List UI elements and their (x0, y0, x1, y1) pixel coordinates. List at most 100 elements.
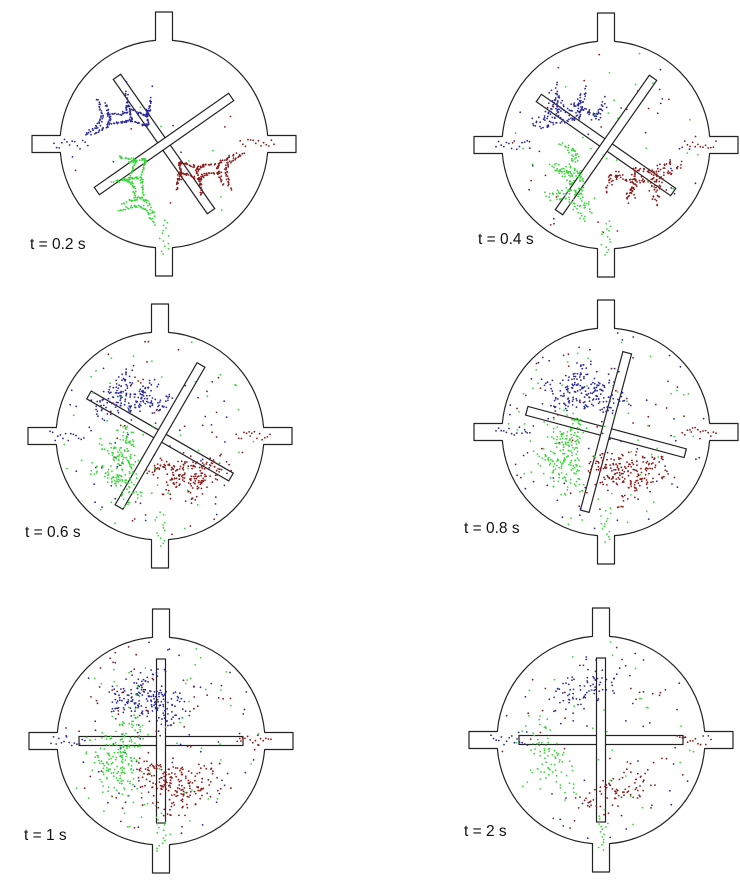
rotor (93, 73, 235, 215)
tracer-dot (650, 807, 652, 809)
tracer-dot (523, 141, 526, 143)
tracer-dot (127, 176, 130, 179)
tracer-dot (116, 113, 118, 116)
tracer-dot (626, 761, 629, 763)
tracer-dot (585, 658, 588, 661)
tracer-dot (634, 489, 636, 492)
tracer-dot (148, 720, 151, 723)
tracer-dot (601, 843, 603, 846)
tracer-dot (195, 169, 197, 172)
tracer-dot (593, 115, 596, 118)
tracer-dot (168, 464, 171, 467)
tracer-dot (120, 746, 123, 749)
tracer-dot (153, 454, 156, 456)
tracer-dot (688, 148, 691, 151)
tracer-dot (540, 378, 543, 381)
tracer-dot (610, 367, 613, 370)
tracer-dot (186, 803, 188, 806)
tracer-dot (585, 85, 587, 88)
tracer-dot (592, 114, 595, 116)
tracer-dot (86, 144, 89, 147)
tracer-dot (541, 356, 544, 359)
tracer-dot (571, 400, 574, 403)
tracer-dot (168, 784, 171, 787)
tracer-dot (181, 773, 184, 776)
tracer-dot (178, 814, 180, 817)
tracer-dot (109, 735, 112, 737)
tracer-dot (575, 397, 578, 400)
tracer-dot (107, 786, 110, 789)
tracer-dot (586, 804, 589, 807)
tracer-dot (611, 470, 613, 472)
tracer-dot (580, 175, 582, 178)
tracer-dot (629, 793, 632, 796)
tracer-dot (147, 211, 149, 214)
tracer-dot (573, 448, 576, 451)
tracer-dot (573, 103, 575, 106)
tracer-dot (144, 402, 147, 405)
tracer-dot (252, 139, 255, 142)
tracer-dot (597, 462, 600, 464)
tracer-dot (627, 486, 630, 489)
tracer-dot (110, 757, 112, 760)
tracer-dot (97, 770, 100, 773)
tracer-dot (573, 378, 576, 380)
tracer-dot (558, 466, 561, 469)
tracer-dot (121, 469, 124, 471)
tracer-dot (656, 203, 659, 206)
tracer-dot (122, 462, 124, 465)
tracer-dot (572, 373, 575, 375)
tracer-dot (544, 757, 546, 760)
tracer-dot (579, 177, 582, 179)
tracer-dot (523, 428, 526, 431)
tracer-dot (616, 332, 619, 334)
tracer-dot (655, 173, 658, 175)
tracer-dot (118, 699, 121, 702)
tracer-dot (210, 462, 213, 464)
tracer-dot (544, 687, 547, 690)
tracer-dot (199, 767, 202, 770)
tracer-dot (610, 406, 612, 409)
tracer-dot (543, 771, 546, 774)
tracer-dot (159, 793, 162, 795)
tracer-dot (126, 97, 129, 100)
tracer-dot (616, 176, 618, 178)
tracer-dot (151, 705, 153, 708)
tracer-dot (112, 456, 115, 458)
tracer-dot (102, 114, 104, 117)
tracer-dot (569, 172, 572, 174)
tracer-dot (194, 499, 197, 501)
tracer-dot (614, 176, 617, 178)
tracer-dot (221, 184, 224, 186)
tracer-dot (564, 374, 567, 377)
tracer-dot (117, 748, 120, 751)
tracer-dot (151, 404, 154, 407)
tracer-dot (617, 398, 619, 401)
tracer-dot (136, 198, 139, 201)
tracer-dot (167, 789, 170, 792)
tracer-dot (134, 196, 137, 199)
tracer-dot (232, 157, 235, 159)
tracer-dot (606, 797, 609, 799)
tracer-dot (585, 202, 588, 205)
tracer-dot (145, 468, 148, 471)
tracer-dot (549, 450, 552, 453)
tracer-dot (153, 691, 156, 693)
tracer-dot (178, 468, 181, 470)
tracer-dot (159, 464, 162, 467)
tracer-dot (607, 535, 610, 538)
tracer-dot (216, 167, 218, 170)
tracer-dot (632, 468, 635, 471)
tracer-dot (150, 775, 153, 777)
tracer-dot (533, 734, 536, 737)
tracer-dot (80, 459, 83, 462)
tracer-dot (566, 190, 569, 193)
tracer-dot (172, 766, 175, 768)
tracer-dot (100, 404, 102, 407)
tracer-dot (650, 481, 652, 483)
tracer-dot (566, 179, 568, 182)
tracer-dot (625, 193, 628, 195)
tracer-dot (602, 400, 605, 403)
tracer-dot (201, 788, 204, 790)
tracer-dot (162, 524, 164, 527)
